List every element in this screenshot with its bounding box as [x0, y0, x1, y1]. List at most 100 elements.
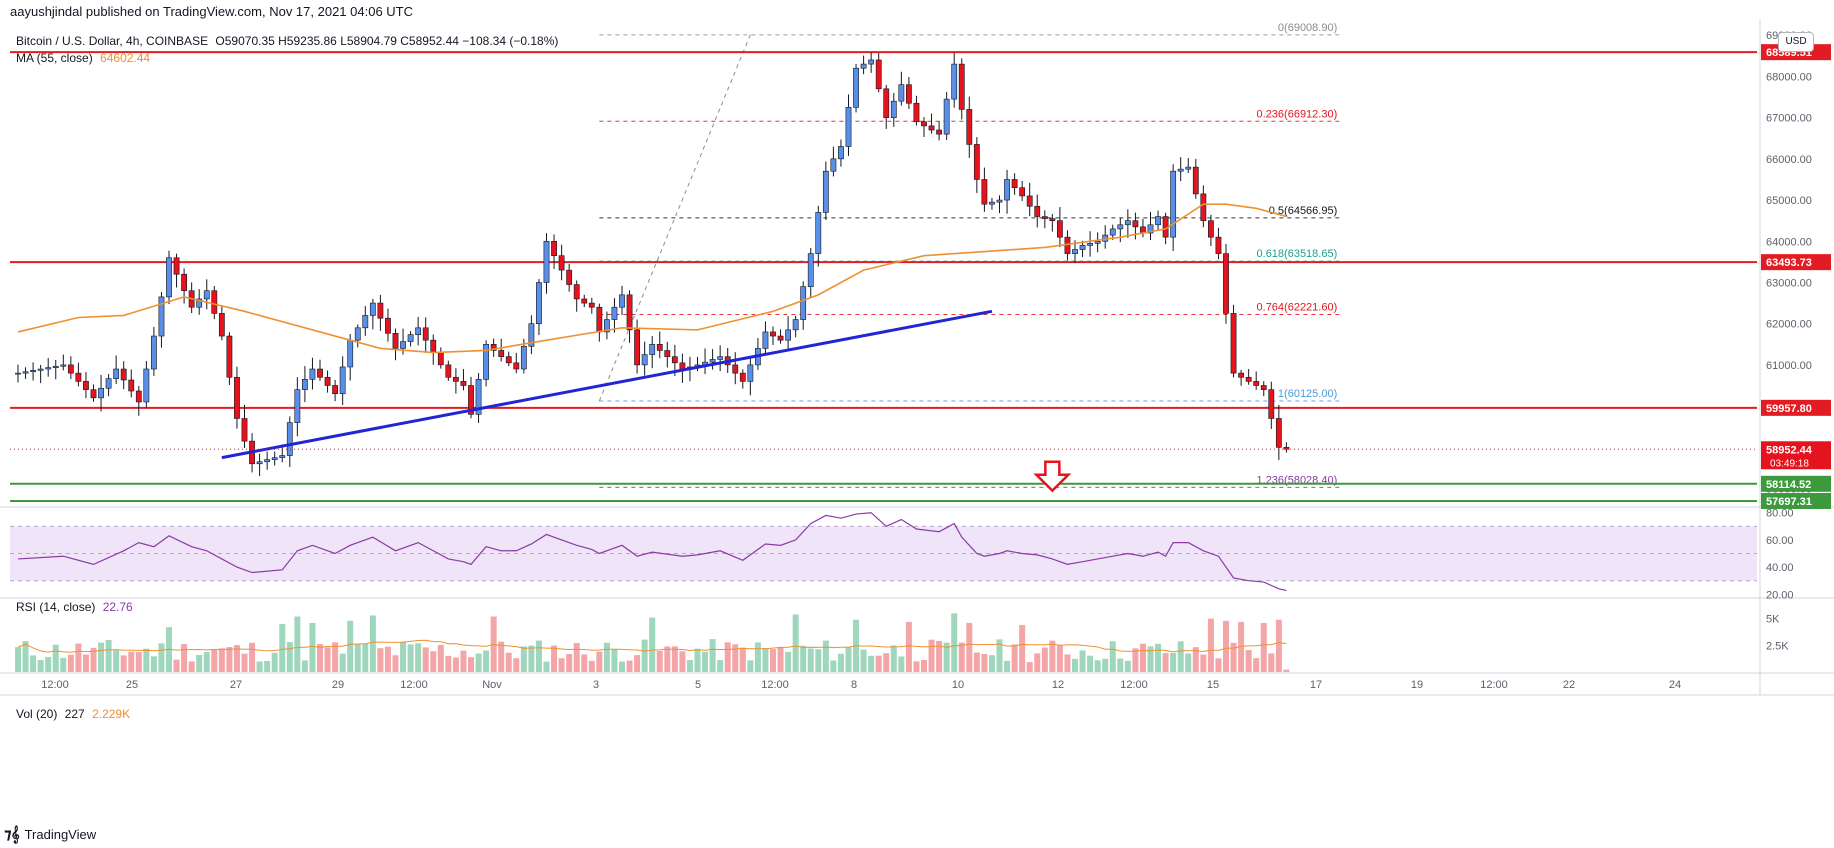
candle [1268, 381, 1275, 429]
volume-bar [226, 647, 233, 672]
time-tick-label: 3 [593, 679, 599, 691]
volume-legend: Vol (20) 227 2.229K [16, 707, 130, 721]
candle-body [1147, 224, 1154, 234]
candle-body [747, 364, 754, 382]
candle [483, 340, 489, 387]
candle [377, 294, 384, 331]
candle [294, 377, 301, 437]
candle-body [181, 273, 187, 292]
candle [1185, 158, 1192, 174]
volume-bar [384, 646, 391, 672]
volume-bar [611, 648, 618, 672]
candle [513, 352, 520, 374]
volume-bar [1155, 643, 1162, 672]
candle [226, 332, 233, 385]
candle-body [921, 121, 927, 127]
candle-body [1034, 205, 1041, 217]
candle-body [37, 368, 44, 371]
candle [868, 52, 875, 73]
candle [460, 369, 467, 391]
candle-body [573, 284, 580, 300]
time-tick-label: 17 [1310, 679, 1322, 691]
rsi-label: RSI (14, close) [16, 600, 96, 614]
candle-body [581, 298, 588, 304]
candle [1019, 180, 1026, 201]
candle [890, 92, 897, 127]
symbol-legend: Bitcoin / U.S. Dollar, 4h, COINBASE O590… [16, 34, 558, 48]
candle-body [777, 335, 784, 341]
candle [1177, 157, 1184, 182]
time-tick-label: 22 [1563, 679, 1575, 691]
volume-bar [317, 644, 323, 672]
candle-body [709, 359, 716, 363]
time-tick-label: 12 [1052, 679, 1064, 691]
candle-body [1057, 220, 1063, 238]
volume-bar [483, 650, 490, 672]
candle [1155, 210, 1161, 231]
price-level-tag [1761, 254, 1831, 271]
candle [1260, 381, 1267, 397]
candle [1094, 232, 1101, 253]
volume-bar [770, 649, 776, 672]
candle-body [1004, 179, 1010, 201]
candle [800, 281, 807, 330]
candle-body [1260, 385, 1267, 390]
candle [151, 326, 157, 376]
candle-body [611, 306, 618, 320]
candle [166, 250, 172, 304]
volume-bar [1200, 654, 1207, 672]
candle [452, 368, 459, 394]
candle [264, 451, 271, 470]
trendline [221, 309, 993, 460]
candle [445, 360, 452, 381]
time-tick-label: 12:00 [1480, 679, 1508, 691]
candle [619, 285, 625, 316]
volume-bar [1147, 646, 1154, 672]
volume-bar [1268, 653, 1275, 672]
candle-body [347, 339, 354, 368]
candle-body [151, 335, 157, 370]
volume-bar [113, 650, 120, 672]
candle-body [52, 365, 59, 368]
ohlc-values: O59070.35 H59235.86 L58904.79 C58952.44 … [215, 34, 559, 48]
candle-body [1268, 389, 1275, 419]
volume-bar [890, 645, 897, 672]
candle-body [98, 387, 104, 399]
price-level-tag [1761, 475, 1831, 492]
candle-body [422, 327, 429, 341]
volume-bar [1094, 660, 1101, 672]
volume-bar [898, 656, 905, 672]
candle [558, 244, 565, 281]
volume-bar [264, 660, 271, 672]
last-price-tag [1761, 441, 1831, 470]
volume-bar [98, 642, 105, 672]
candle-body [1275, 418, 1282, 448]
candle-body [558, 255, 565, 271]
volume-bar [505, 652, 512, 672]
volume-bar [135, 651, 142, 672]
volume-bar [1215, 658, 1222, 672]
candle-body [717, 356, 724, 360]
candle-body [128, 379, 135, 392]
candle [52, 359, 59, 380]
volume-bar [1223, 620, 1229, 672]
tradingview-brand[interactable]: ⁊𝄞 TradingView [4, 823, 96, 845]
candle-body [143, 368, 150, 403]
price-tick-label: 66000.00 [1766, 154, 1812, 166]
volume-bar [45, 657, 52, 672]
volume-bar [309, 622, 316, 672]
volume-bar [1026, 662, 1033, 672]
currency-button[interactable]: USD [1778, 32, 1814, 52]
candle [543, 233, 550, 294]
volume-bar [1124, 660, 1131, 672]
candle [588, 297, 595, 314]
candle-body [60, 364, 67, 367]
price-tick-label: 65000.00 [1766, 195, 1812, 207]
candle [581, 294, 588, 308]
candle-body [1253, 381, 1260, 386]
candle [37, 364, 44, 384]
volume-bar [369, 615, 376, 672]
fib-level-label: 0.764(62221.60) [1257, 302, 1338, 314]
candle [1283, 442, 1290, 453]
